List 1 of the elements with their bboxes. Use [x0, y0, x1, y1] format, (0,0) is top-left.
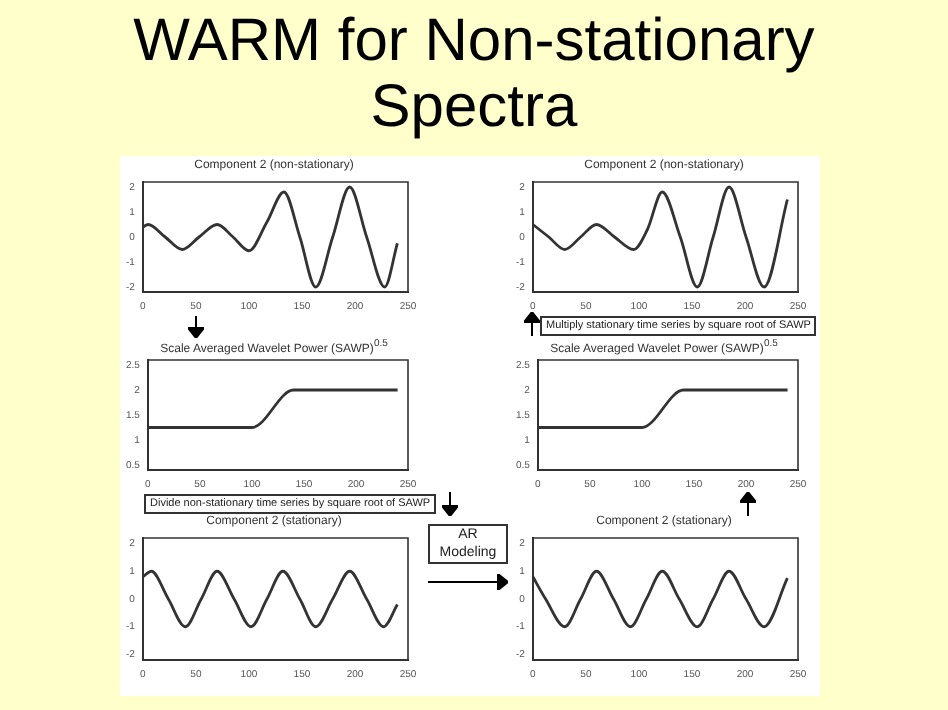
text: WARM for Non-stationary Spectra — [131, 8, 817, 140]
